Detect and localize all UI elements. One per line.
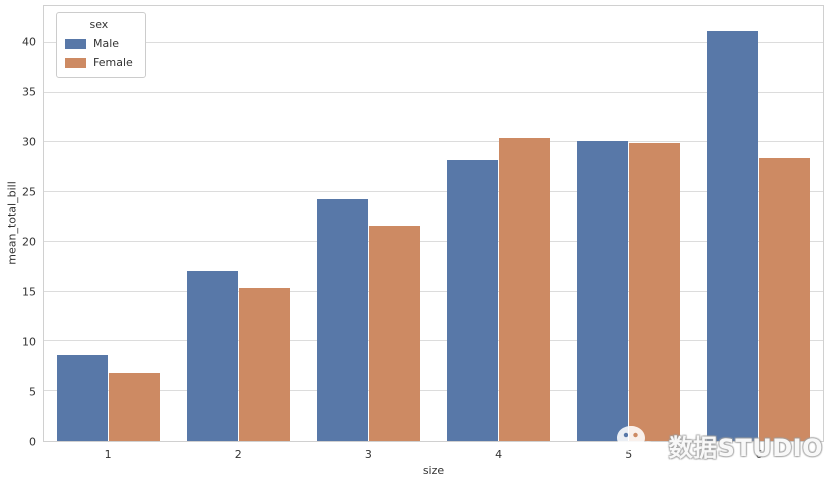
bar-female-size-3	[369, 226, 421, 441]
y-tick-label-25: 25	[22, 185, 36, 199]
bar-female-size-2	[239, 287, 291, 441]
gridline-y-40	[44, 41, 823, 43]
legend-title: sex	[89, 18, 109, 31]
y-tick-label-40: 40	[22, 35, 36, 49]
legend-swatch-male	[65, 38, 86, 49]
bar-group-size-1	[44, 6, 174, 441]
y-axis-label: mean_total_bill	[5, 181, 19, 265]
bar-male-size-1	[57, 355, 109, 441]
y-tick-label-10: 10	[22, 335, 36, 349]
plot-area: sex Male Female	[43, 5, 824, 442]
x-axis-tick-labels: 1 2 3 4 5 6	[43, 448, 824, 461]
y-axis-tick-labels: 0 5 10 15 20 25 30 35 40	[0, 5, 36, 448]
legend-item-male: Male	[65, 36, 133, 52]
x-tick-label-3: 3	[364, 448, 372, 461]
legend-swatch-female	[65, 57, 86, 68]
bar-male-size-6	[706, 30, 758, 441]
gridline-y-10	[44, 340, 823, 342]
legend-item-female: Female	[65, 55, 133, 71]
gridline-y-35	[44, 91, 823, 93]
gridline-y-20	[44, 240, 823, 242]
y-tick-label-20: 20	[22, 235, 36, 249]
x-tick-label-5: 5	[625, 448, 633, 461]
legend-label-male: Male	[93, 36, 120, 50]
bar-male-size-2	[187, 270, 239, 441]
y-tick-label-15: 15	[22, 285, 36, 299]
y-tick-label-35: 35	[22, 85, 36, 99]
gridline-y-25	[44, 191, 823, 193]
bar-group-size-2	[174, 6, 304, 441]
y-tick-label-5: 5	[29, 385, 36, 399]
legend: sex Male Female	[56, 12, 146, 78]
bar-group-size-6	[693, 6, 823, 441]
x-tick-label-6: 6	[755, 448, 763, 461]
bar-group-size-5	[563, 6, 693, 441]
x-tick-label-2: 2	[234, 448, 242, 461]
y-tick-label-30: 30	[22, 135, 36, 149]
legend-items: Male Female	[65, 36, 133, 71]
bar-group-size-3	[304, 6, 434, 441]
legend-label-female: Female	[93, 55, 133, 69]
bar-female-size-1	[109, 373, 161, 441]
bars-layer	[44, 6, 823, 441]
bar-group-size-4	[433, 6, 563, 441]
y-tick-label-0: 0	[29, 435, 36, 449]
bar-female-size-5	[628, 143, 680, 441]
gridline-y-5	[44, 390, 823, 392]
bar-male-size-4	[446, 160, 498, 441]
gridline-y-15	[44, 290, 823, 292]
x-axis-label: size	[422, 464, 445, 477]
bar-male-size-3	[317, 199, 369, 441]
x-tick-label-1: 1	[104, 448, 112, 461]
bar-female-size-4	[498, 138, 550, 441]
bar-male-size-5	[576, 141, 628, 441]
bar-female-size-6	[758, 158, 810, 441]
x-tick-label-4: 4	[495, 448, 503, 461]
gridline-y-30	[44, 141, 823, 143]
